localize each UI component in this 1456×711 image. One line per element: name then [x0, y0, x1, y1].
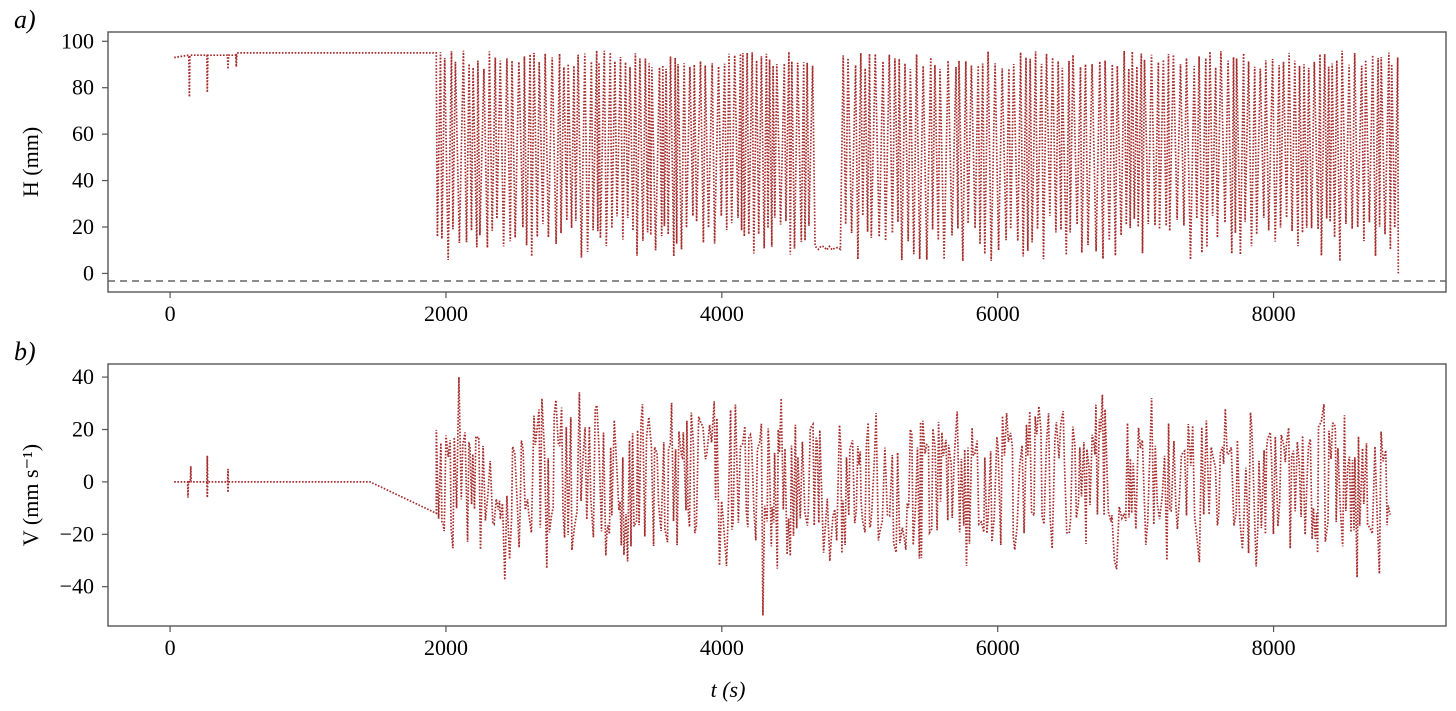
panel-a-label: a)	[14, 5, 36, 34]
panel-a-x-tick-label: 2000	[424, 301, 468, 326]
panel-b-x-tick-label: 6000	[976, 635, 1020, 660]
panel-a-x-axis: 0 2000 4000 6000 8000	[165, 292, 1296, 326]
panel-a-y-tick-label: 80	[72, 75, 94, 100]
panel-a-x-tick-label: 4000	[700, 301, 744, 326]
panel-b-plot-area	[107, 363, 1447, 627]
panel-a-y-tick-label: 60	[72, 121, 94, 146]
panel-b-label: b)	[14, 337, 36, 366]
panel-b-x-tick-label: 0	[165, 635, 176, 660]
panel-b-velocity-series	[174, 377, 1392, 616]
panel-b-y-tick-label: 20	[72, 417, 94, 442]
panel-a-height-chart: a) 0 2000 4000 6000 8000 0 20 40 60 80 100 H (mm)	[14, 5, 1447, 326]
panel-a-x-tick-label: 6000	[976, 301, 1020, 326]
panel-a-plot-area	[107, 31, 1447, 293]
panel-b-x-tick-label: 2000	[424, 635, 468, 660]
panel-a-x-tick-label: 8000	[1252, 301, 1296, 326]
panel-a-x-tick-label: 0	[165, 301, 176, 326]
panel-a-y-axis: 0 20 40 60 80 100	[61, 28, 108, 285]
panel-a-y-tick-label: 0	[83, 260, 94, 285]
panel-b-x-axis: 0 2000 4000 6000 8000	[165, 626, 1296, 660]
panel-a-y-tick-label: 40	[72, 168, 94, 193]
panel-b-y-axis-label: V (mm s⁻¹)	[18, 444, 43, 546]
panel-a-y-tick-label: 100	[61, 28, 94, 53]
panel-a-y-axis-label: H (mm)	[18, 127, 43, 197]
panel-b-y-tick-label: −40	[60, 574, 94, 599]
panel-b-x-tick-label: 8000	[1252, 635, 1296, 660]
panel-a-height-series	[174, 50, 1400, 274]
panel-b-velocity-chart: b) 0 2000 4000 6000 8000 −40 −20 0 20 40 V (mm s…	[14, 337, 1447, 702]
panel-b-y-axis: −40 −20 0 20 40	[60, 364, 108, 599]
panel-b-y-tick-label: 40	[72, 364, 94, 389]
panel-a-y-tick-label: 20	[72, 214, 94, 239]
panel-b-x-tick-label: 4000	[700, 635, 744, 660]
panel-b-y-tick-label: 0	[83, 469, 94, 494]
panel-b-x-axis-label: t (s)	[711, 677, 746, 702]
panel-b-y-tick-label: −20	[60, 521, 94, 546]
